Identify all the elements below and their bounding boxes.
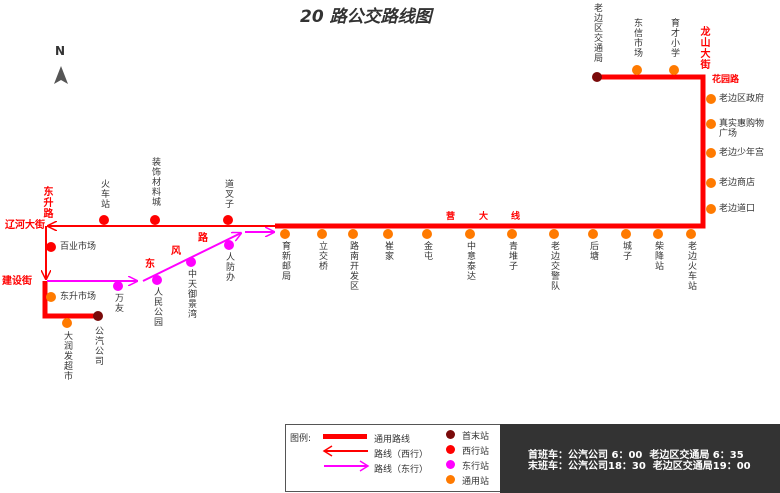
stop-dot[interactable] — [706, 94, 716, 104]
stop-label: 老边火车站 — [686, 241, 696, 291]
stop-dot[interactable] — [224, 240, 234, 250]
stop-dot[interactable] — [186, 257, 196, 267]
stop-dot[interactable] — [152, 275, 162, 285]
stop-label: 老边交警队 — [549, 241, 559, 291]
stop-label: 城子 — [621, 241, 631, 261]
road-dongfeng-2: 风 — [171, 246, 181, 257]
stop-dot[interactable] — [669, 65, 679, 75]
legend-west-stop: 西行站 — [462, 447, 490, 457]
stop-label: 后塘 — [588, 241, 598, 261]
stop-dot[interactable] — [706, 119, 716, 129]
first-bus: 首班车：公汽公司 6：00 老边区交通局 6：35 — [528, 450, 744, 461]
stop-label: 人民公园 — [152, 287, 162, 327]
stop-label: 公汽公司 — [93, 326, 103, 366]
stop-dot[interactable] — [507, 229, 517, 239]
stop-dot[interactable] — [653, 229, 663, 239]
stop-dot[interactable] — [632, 65, 642, 75]
eastbound-line-2 — [142, 233, 241, 282]
stop-label: 万友 — [113, 293, 123, 313]
stop-dot[interactable] — [549, 229, 559, 239]
legend-terminal: 首末站 — [462, 432, 490, 442]
stop-label: 育新邮局 — [280, 241, 290, 281]
stop-label: 老边区政府 — [719, 94, 765, 104]
stop-dot[interactable] — [99, 215, 109, 225]
stop-label: 老边区交通局 — [592, 3, 602, 63]
legend-common-dot — [446, 475, 455, 484]
stop-dot[interactable] — [280, 229, 290, 239]
legend-terminal-dot — [446, 430, 455, 439]
stop-label: 立交桥 — [317, 241, 327, 271]
stop-label: 育才小学 — [669, 18, 679, 58]
road-yingda-2: 大 — [479, 212, 489, 222]
stop-dot[interactable] — [621, 229, 631, 239]
road-huayuan: 花园路 — [712, 75, 740, 85]
stop-label: 东信市场 — [632, 18, 642, 58]
stop-dot[interactable] — [113, 281, 123, 291]
stop-label: 青堆子 — [507, 241, 517, 271]
stop-label: 老边商店 — [719, 178, 756, 188]
last-bus: 末班车：公汽公司18：30 老边区交通局19：00 — [528, 461, 751, 472]
road-yingda-3: 线 — [511, 212, 521, 222]
stop-label: 装饰材料城 — [150, 157, 160, 207]
road-jianshe: 建设街 — [2, 276, 32, 287]
stop-label: 火车站 — [99, 179, 109, 209]
road-liaohe: 辽河大街 — [5, 220, 45, 231]
road-yingda-1: 营 — [446, 212, 456, 222]
stop-dot[interactable] — [588, 229, 598, 239]
stop-dot[interactable] — [46, 242, 56, 252]
road-longshan: 龙山大街 — [698, 26, 709, 70]
stop-label: 人防办 — [224, 252, 234, 282]
stop-dot[interactable] — [348, 229, 358, 239]
stop-label: 中天御景湾 — [186, 269, 196, 319]
legend-common-line: 通用路线 — [374, 435, 411, 445]
legend: 图例: 通用路线 路线（西行） 路线（东行） 首末站 西行站 东行站 通用站 — [285, 424, 501, 492]
schedule-panel: 首班车：公汽公司 6：00 老边区交通局 6：35 末班车：公汽公司18：30 … — [500, 424, 780, 493]
stop-dot[interactable] — [706, 204, 716, 214]
stop-label: 老边道口 — [719, 204, 756, 214]
legend-arrows-icon — [322, 445, 370, 472]
stop-label: 老边少年宫 — [719, 148, 765, 158]
stop-dot[interactable] — [223, 215, 233, 225]
legend-westbound: 路线（西行） — [374, 450, 429, 460]
legend-east-dot — [446, 460, 455, 469]
legend-common-stop: 通用站 — [462, 477, 490, 487]
stop-label: 中意泰达 — [465, 241, 475, 281]
stop-dot[interactable] — [62, 318, 72, 328]
stop-dot[interactable] — [422, 229, 432, 239]
road-dongfeng-1: 东 — [145, 259, 155, 270]
legend-east-stop: 东行站 — [462, 462, 490, 472]
road-dongfeng-3: 路 — [198, 233, 208, 244]
stop-label: 金屯 — [422, 241, 432, 261]
map-title: 20 路公交路线图 — [300, 7, 432, 27]
legend-title: 图例: — [290, 434, 312, 444]
stop-dot[interactable] — [150, 215, 160, 225]
stop-label: 百业市场 — [60, 242, 97, 252]
stop-label: 东升市场 — [60, 292, 97, 302]
stop-label: 崔家 — [383, 241, 393, 261]
stop-dot[interactable] — [383, 229, 393, 239]
stop-dot[interactable] — [317, 229, 327, 239]
stop-label: 大润发超市 — [62, 331, 72, 381]
road-dongsheng: 东升路 — [41, 186, 52, 219]
stop-dot[interactable] — [93, 311, 103, 321]
stop-label: 路南开发区 — [348, 241, 358, 291]
legend-common-line-swatch — [323, 434, 367, 439]
stop-dot[interactable] — [706, 148, 716, 158]
common-line-main — [275, 74, 706, 229]
stop-dot[interactable] — [46, 292, 56, 302]
stop-label: 道叉子 — [223, 179, 233, 209]
stop-dot[interactable] — [686, 229, 696, 239]
stop-dot[interactable] — [465, 229, 475, 239]
stop-label: 真实惠购物广场 — [719, 119, 765, 139]
north-label: N — [55, 44, 66, 58]
common-line-left — [42, 281, 98, 319]
stop-dot[interactable] — [592, 72, 602, 82]
north-arrow-icon — [54, 66, 68, 84]
legend-eastbound: 路线（东行） — [374, 465, 429, 475]
legend-west-dot — [446, 445, 455, 454]
stop-label: 柴降站 — [653, 241, 663, 271]
stop-dot[interactable] — [706, 178, 716, 188]
